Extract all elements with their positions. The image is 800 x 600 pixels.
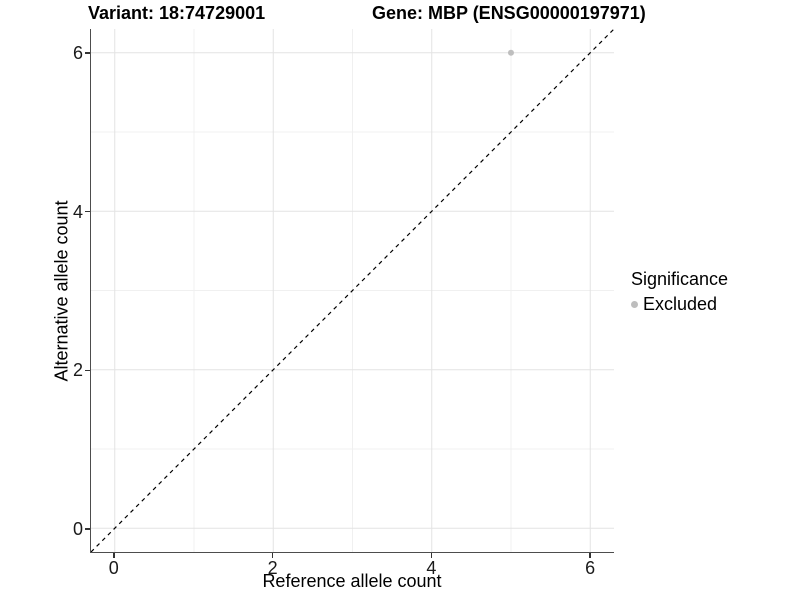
x-tick-label: 6 (585, 558, 596, 578)
y-tick-mark (85, 369, 90, 372)
plot-panel (90, 29, 614, 553)
identity-line (91, 29, 614, 552)
x-tick-mark (430, 553, 433, 558)
legend-title: Significance (631, 269, 729, 289)
x-tick-mark (589, 553, 591, 558)
y-axis-title: Alternative allele count (51, 200, 72, 382)
legend-circle-marker-icon (631, 301, 638, 308)
y-tick-label: 6 (72, 42, 83, 63)
plot-title-gene: Gene: MBP (ENSG00000197971) (372, 3, 646, 23)
chart-canvas (91, 29, 614, 552)
y-tick-mark (85, 52, 90, 54)
y-tick-mark (85, 528, 90, 530)
y-tick-label: 0 (72, 519, 83, 540)
data-point (507, 49, 514, 56)
legend: Significance Excluded (631, 269, 728, 315)
legend-entry: Excluded (631, 294, 728, 315)
x-tick-label: 4 (426, 558, 437, 578)
x-tick-mark (271, 553, 274, 558)
x-tick-label: 2 (267, 558, 278, 578)
y-tick-label: 4 (72, 201, 83, 222)
x-tick-label: 0 (108, 558, 119, 578)
x-axis-title: Reference allele count (262, 571, 442, 591)
x-tick-mark (113, 553, 115, 558)
y-tick-label: 2 (72, 360, 83, 381)
plot-title-variant: Variant: 18:74729001 (88, 3, 266, 23)
y-tick-mark (85, 210, 90, 213)
legend-entry-label: Excluded (643, 294, 718, 314)
